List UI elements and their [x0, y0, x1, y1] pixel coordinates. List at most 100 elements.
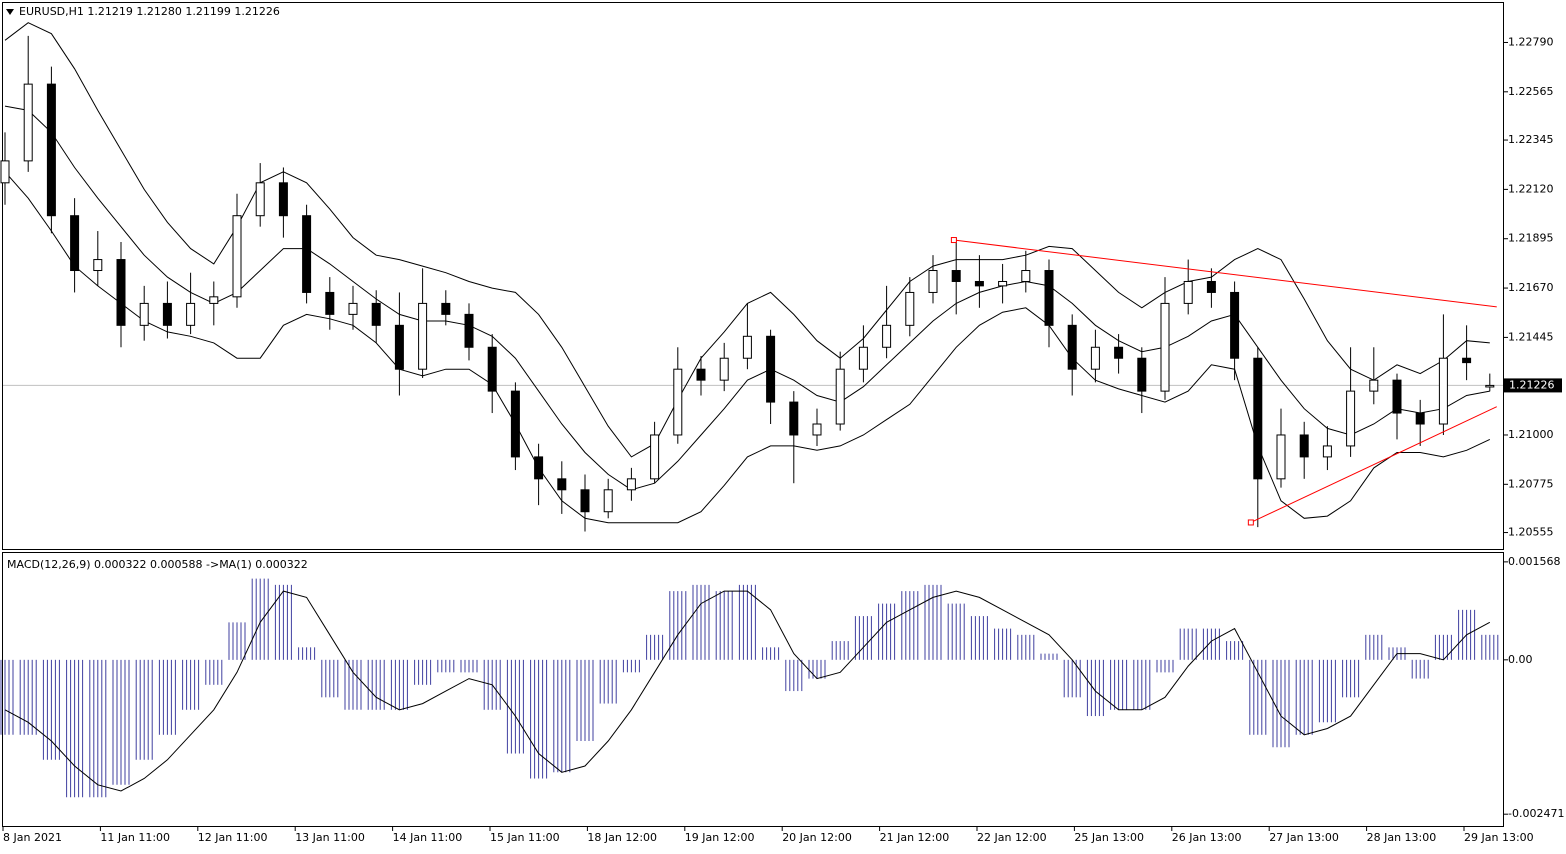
candle-body	[951, 270, 961, 282]
candle-body	[1392, 379, 1402, 414]
candle-body	[348, 302, 358, 315]
candle-body	[186, 302, 196, 326]
candle-body	[1044, 270, 1054, 326]
candle-body	[116, 259, 126, 326]
candle-body	[70, 215, 80, 272]
candle-body	[626, 478, 636, 491]
candle-body	[719, 357, 729, 381]
candle-body	[1021, 270, 1031, 282]
candle-body	[487, 346, 497, 392]
bollinger-band	[4, 171, 1491, 524]
candle-body	[766, 335, 776, 403]
candle-body	[835, 368, 845, 425]
candle-body	[905, 291, 915, 326]
macd-title: MACD(12,26,9) 0.000322 0.000588 ->MA(1) …	[7, 558, 308, 571]
candle-body	[1114, 346, 1124, 359]
candle-body	[0, 160, 10, 184]
candle-body	[1230, 291, 1240, 359]
y-tick-label: 0.00	[1508, 653, 1533, 666]
x-tick-label: 21 Jan 12:00	[880, 831, 950, 844]
x-tick-label: 22 Jan 12:00	[977, 831, 1047, 844]
candle-body	[23, 83, 33, 162]
trendline	[1250, 406, 1497, 523]
y-tick-label: 0.001568	[1508, 555, 1561, 568]
trendline	[953, 239, 1497, 308]
trendline-anchor	[1247, 519, 1254, 526]
main-panel	[2, 2, 1504, 550]
candle-body	[1299, 434, 1309, 458]
x-tick-label: 13 Jan 11:00	[295, 831, 365, 844]
candle-body	[858, 346, 868, 370]
candle-body	[673, 368, 683, 436]
candle-body	[1438, 357, 1448, 425]
candle-body	[696, 368, 706, 381]
y-tick-label: 1.21000	[1508, 428, 1554, 441]
y-tick-label: 1.20555	[1508, 526, 1554, 539]
current-price-box	[1504, 378, 1562, 393]
candle-body	[209, 296, 219, 304]
candle-body	[557, 478, 567, 491]
candle-body	[1160, 302, 1170, 392]
candle-body	[371, 302, 381, 326]
x-tick-label: 15 Jan 11:00	[490, 831, 560, 844]
candle-body	[974, 280, 984, 287]
y-tick-label: 1.22345	[1508, 133, 1554, 146]
x-tick-label: 26 Jan 13:00	[1172, 831, 1242, 844]
candle-body	[255, 182, 265, 217]
candle-body	[302, 215, 312, 293]
candle-body	[812, 423, 822, 436]
candle-body	[139, 302, 149, 326]
x-tick-label: 20 Jan 12:00	[782, 831, 852, 844]
trendline-anchor	[950, 237, 957, 244]
candle-body	[510, 390, 520, 458]
candle-body	[1415, 412, 1425, 425]
y-tick-label: -0.002471	[1508, 807, 1564, 820]
x-tick-label: 27 Jan 13:00	[1269, 831, 1339, 844]
candle-body	[1090, 346, 1100, 370]
chart-title: EURUSD,H1 1.21219 1.21280 1.21199 1.2122…	[19, 5, 280, 18]
macd-panel	[2, 552, 1504, 827]
candle-body	[789, 401, 799, 436]
candle-body	[1183, 280, 1193, 304]
candle-body	[603, 489, 613, 513]
menu-arrow[interactable]	[6, 9, 14, 15]
x-tick-label: 8 Jan 2021	[3, 831, 62, 844]
candle-body	[742, 335, 752, 359]
candle-body	[325, 291, 335, 315]
candle-body	[46, 83, 56, 217]
bollinger-band	[4, 22, 1490, 458]
candle-body	[1137, 357, 1147, 392]
candle-body	[394, 324, 404, 370]
candle-body	[1485, 384, 1495, 388]
y-tick-label: 1.22120	[1508, 182, 1554, 195]
y-tick-label: 1.22565	[1508, 85, 1554, 98]
current-price-label: 1.21226	[1509, 378, 1555, 391]
y-tick-label: 1.21445	[1508, 330, 1554, 343]
candle-body	[580, 489, 590, 513]
x-tick-label: 25 Jan 13:00	[1074, 831, 1144, 844]
x-tick-label: 18 Jan 12:00	[587, 831, 657, 844]
candle-body	[1322, 445, 1332, 458]
candle-body	[464, 313, 474, 348]
candle-body	[928, 270, 938, 293]
x-tick-label: 19 Jan 12:00	[685, 831, 755, 844]
candle-body	[1206, 280, 1216, 293]
candle-body	[232, 215, 242, 298]
candle-body	[1276, 434, 1286, 480]
candle-body	[1346, 390, 1356, 447]
candle-body	[882, 324, 892, 348]
candle-body	[418, 302, 428, 370]
x-tick-label: 12 Jan 11:00	[198, 831, 268, 844]
y-tick-label: 1.21670	[1508, 281, 1554, 294]
y-tick-label: 1.22790	[1508, 35, 1554, 48]
x-tick-label: 28 Jan 13:00	[1367, 831, 1437, 844]
candle-body	[1067, 324, 1077, 370]
candle-body	[1253, 357, 1263, 480]
y-tick-label: 1.21895	[1508, 232, 1554, 245]
candle-body	[534, 456, 544, 480]
x-tick-label: 29 Jan 13:00	[1464, 831, 1534, 844]
bollinger-band	[4, 105, 1490, 491]
y-tick-label: 1.20775	[1508, 477, 1554, 490]
